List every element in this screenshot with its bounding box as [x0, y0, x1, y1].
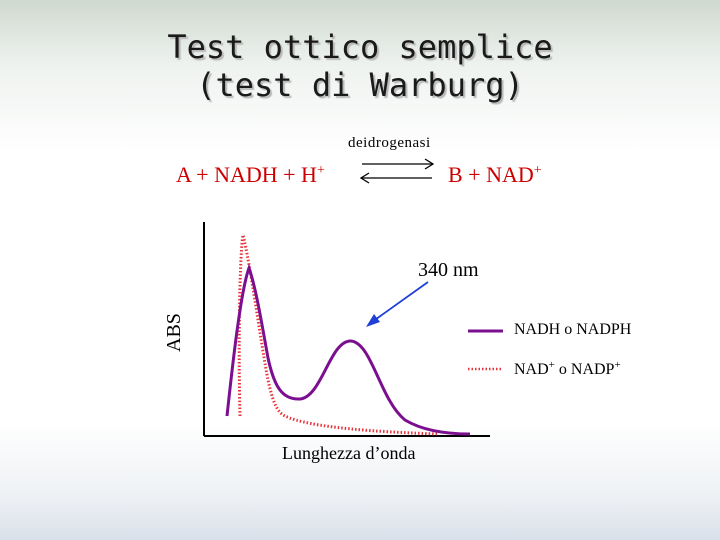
legend-item-nad: NAD+ o NADP+: [514, 359, 621, 379]
y-axis-label: ABS: [163, 313, 185, 352]
legend-item-nadh: NADH o NADPH: [514, 321, 631, 339]
title-line-1: Test ottico semplice: [167, 28, 553, 66]
equilibrium-arrows-icon: [359, 158, 435, 184]
legend-label-nad-mid: o NADP: [554, 361, 615, 378]
reaction-left-charge: +: [316, 163, 325, 178]
legend-label-nad-charge-1: +: [548, 359, 555, 371]
legend-label-nad-charge-2: +: [614, 359, 621, 371]
x-axis-label: Lunghezza d’onda: [282, 443, 416, 463]
reaction-right-charge: +: [533, 163, 542, 178]
reaction-right-side: B + NAD+: [448, 162, 542, 188]
nad-curve: [237, 234, 439, 436]
title-line-2: (test di Warburg): [196, 66, 524, 104]
slide-title: Test ottico semplice (test di Warburg): [0, 28, 720, 104]
reaction-left-text: A + NADH + H: [176, 162, 317, 187]
nadh-curve: [225, 263, 471, 436]
enzyme-label: deidrogenasi: [348, 135, 431, 151]
reaction-left-side: A + NADH + H+: [176, 162, 325, 188]
annotation-arrow-icon: [366, 281, 429, 327]
wavelength-annotation: 340 nm: [418, 259, 479, 281]
legend-label-nad: NAD: [514, 361, 549, 378]
plot-axes: [203, 222, 490, 437]
reaction-right-text: B + NAD: [448, 162, 534, 187]
legend-label-nadh: NADH o NADPH: [514, 321, 632, 338]
